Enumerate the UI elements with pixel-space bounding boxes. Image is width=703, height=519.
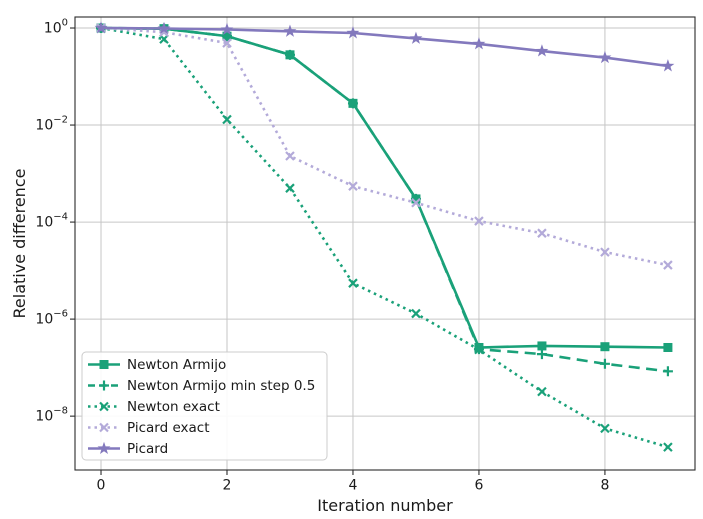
- plus-marker: [284, 49, 295, 60]
- y-tick-label: 10−2: [35, 115, 68, 134]
- star-marker: [346, 26, 360, 39]
- x-marker: [222, 38, 232, 48]
- plus-marker: [536, 349, 547, 360]
- plot-border: [74, 16, 696, 471]
- legend-item-newton-armijo: Newton Armijo: [88, 357, 226, 373]
- star-marker: [157, 21, 171, 35]
- series-newton-armijo: [96, 23, 673, 352]
- y-axis-label: Relative difference: [10, 169, 29, 319]
- x-marker: [600, 423, 610, 434]
- x-tick-label: 8: [600, 478, 609, 494]
- y-tick-label: 10−4: [35, 212, 68, 231]
- square-marker: [600, 342, 610, 352]
- y-tick-label: 10−6: [35, 309, 68, 328]
- x-marker: [348, 278, 358, 288]
- square-marker: [663, 342, 673, 352]
- star-marker: [598, 50, 612, 64]
- legend-item-picard-exact: Picard exact: [88, 420, 210, 436]
- x-marker: [600, 247, 610, 257]
- star-marker: [472, 37, 486, 50]
- x-marker: [285, 183, 295, 193]
- legend-label: Newton Armijo min step 0.5: [127, 378, 315, 394]
- x-tick-label: 0: [97, 478, 106, 494]
- legend-item-newton-exact: Newton exact: [88, 399, 220, 415]
- legend-box: [81, 351, 328, 461]
- legend: Newton Armijo Newton Armijo min step 0.5 N…: [81, 351, 328, 461]
- x-marker: [537, 386, 547, 397]
- star-marker: [220, 22, 234, 36]
- star-marker: [535, 44, 549, 57]
- plus-marker: [99, 380, 109, 391]
- x-tick-label: 6: [474, 478, 483, 494]
- legend-label: Newton Armijo: [127, 357, 226, 373]
- x-marker: [663, 260, 673, 270]
- axis-ticks: [70, 27, 606, 475]
- y-tick-label: 10−8: [35, 406, 68, 425]
- star-marker: [409, 31, 423, 44]
- series-line: [100, 26, 668, 349]
- x-axis-label: Iteration number: [317, 496, 453, 515]
- series-picard: [94, 21, 675, 72]
- series-line: [100, 26, 669, 373]
- x-marker: [159, 34, 169, 44]
- x-marker: [474, 344, 484, 355]
- legend-label: Picard exact: [127, 420, 210, 436]
- plus-marker: [662, 366, 673, 377]
- legend-label: Newton exact: [127, 399, 220, 415]
- square-marker: [537, 341, 547, 351]
- x-tick-label: 2: [223, 478, 232, 494]
- x-marker: [663, 442, 673, 452]
- star-marker: [283, 24, 297, 37]
- plus-marker: [599, 358, 610, 369]
- series: [94, 21, 675, 452]
- series-line: [100, 26, 669, 267]
- plus-marker: [221, 31, 232, 42]
- x-marker: [99, 422, 109, 433]
- tick-labels: 0 2 4 6 8 100 10−2 10−4 10−6 10−8: [35, 18, 609, 494]
- x-marker: [222, 114, 232, 125]
- series-line: [100, 26, 669, 68]
- x-marker: [537, 228, 547, 238]
- x-marker: [411, 308, 421, 319]
- series-picard-exact: [96, 23, 673, 270]
- legend-item-picard: Picard: [88, 441, 168, 457]
- square-marker: [99, 360, 109, 369]
- x-marker: [348, 181, 358, 191]
- x-marker: [474, 216, 484, 226]
- star-marker: [94, 21, 108, 34]
- y-tick-label: 100: [44, 18, 68, 37]
- star-marker: [661, 59, 675, 72]
- x-tick-label: 4: [349, 478, 358, 494]
- legend-label: Picard: [127, 441, 168, 457]
- plus-marker: [347, 98, 358, 109]
- x-marker: [411, 197, 421, 208]
- x-marker: [285, 151, 295, 161]
- series-newton-exact: [96, 23, 673, 452]
- series-newton-armijo-min-step-0-5: [96, 23, 673, 377]
- star-marker: [97, 441, 111, 454]
- legend-item-newton-armijo-min-step-0-5: Newton Armijo min step 0.5: [88, 378, 315, 394]
- x-marker: [99, 401, 109, 412]
